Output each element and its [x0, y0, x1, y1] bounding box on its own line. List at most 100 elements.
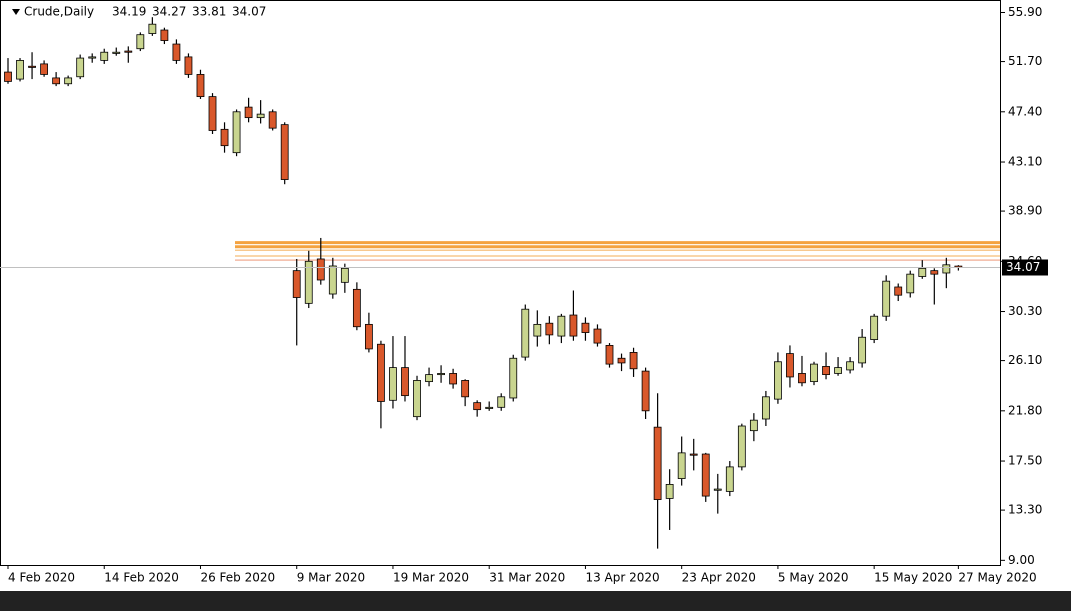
- candle-body: [160, 29, 169, 41]
- candle-body: [172, 43, 181, 61]
- candle-body: [497, 396, 506, 408]
- candle-body: [737, 425, 746, 468]
- candle-body: [894, 286, 903, 296]
- candle-body: [40, 63, 48, 75]
- candle-body: [882, 280, 891, 317]
- y-tick-label: 17.50: [1008, 454, 1042, 468]
- candle-body: [52, 77, 61, 85]
- candle-body: [774, 361, 782, 400]
- candle-body: [16, 60, 24, 80]
- candle-body: [473, 402, 482, 411]
- x-tick-label: 14 Feb 2020: [104, 571, 179, 585]
- candle-body: [725, 466, 734, 492]
- candle-body: [677, 452, 686, 479]
- y-tick-label: 51.70: [1008, 54, 1042, 68]
- candle-body: [401, 367, 409, 397]
- candle-body: [292, 270, 301, 298]
- candle-body: [701, 453, 710, 497]
- x-tick-label: 27 May 2020: [958, 571, 1036, 585]
- candle-body: [244, 106, 253, 119]
- candle-body: [449, 373, 458, 385]
- y-tick-label: 47.40: [1008, 104, 1042, 118]
- candle-body: [509, 357, 518, 399]
- candle-body: [124, 50, 133, 53]
- candle-body: [148, 23, 157, 34]
- candle-body: [220, 128, 229, 147]
- candle-body: [653, 426, 662, 500]
- candle-body: [76, 57, 85, 78]
- header-close: 34.07: [232, 5, 266, 19]
- candle-body: [569, 314, 578, 337]
- candle-body: [208, 96, 217, 131]
- x-tick-label: 26 Feb 2020: [200, 571, 275, 585]
- candle-body: [437, 373, 445, 376]
- header-high: 34.27: [152, 5, 186, 19]
- candle-body: [930, 270, 939, 275]
- y-tick-label: 26.10: [1008, 353, 1042, 367]
- y-tick-label: 38.90: [1008, 204, 1042, 218]
- candle-body: [906, 273, 915, 294]
- candle-body: [28, 65, 36, 68]
- plot-area: [0, 17, 1000, 549]
- candle-body: [377, 343, 385, 402]
- y-tick-label: 9.00: [1008, 553, 1035, 567]
- header-open: 34.19: [112, 5, 146, 19]
- candle-body: [533, 323, 542, 337]
- candle-body: [942, 264, 951, 274]
- candle-body: [870, 315, 879, 340]
- candle-body: [545, 322, 554, 336]
- candle-body: [268, 111, 277, 129]
- candle-body: [918, 267, 927, 277]
- candle-body: [593, 328, 602, 344]
- candle-body: [100, 51, 109, 61]
- candle-body: [786, 353, 794, 378]
- candle-body: [605, 345, 614, 365]
- x-tick-label: 15 May 2020: [874, 571, 952, 585]
- candle-body: [581, 322, 590, 333]
- bottom-bar: [0, 591, 1071, 611]
- candle-body: [340, 267, 349, 283]
- candle-body: [88, 56, 97, 59]
- candle-body: [617, 357, 626, 364]
- candle-body: [713, 488, 722, 491]
- price-label: 34.07: [1006, 260, 1040, 274]
- y-tick-label: 43.10: [1008, 155, 1042, 169]
- chart-title: Crude,Daily: [24, 5, 94, 19]
- candle-body: [64, 77, 73, 85]
- candle-body: [641, 370, 650, 412]
- candle-body: [280, 124, 289, 180]
- candle-body: [196, 74, 205, 98]
- candle-body: [485, 406, 494, 409]
- candle-body: [389, 367, 397, 401]
- candle-body: [629, 352, 638, 370]
- candle-body: [256, 113, 265, 119]
- x-tick-label: 23 Apr 2020: [682, 571, 756, 585]
- plot-frame: [0, 0, 1001, 566]
- candle-body: [665, 484, 674, 499]
- x-tick-label: 5 May 2020: [778, 571, 849, 585]
- x-tick-label: 31 Mar 2020: [489, 571, 565, 585]
- candle-body: [834, 367, 842, 374]
- candle-body: [798, 373, 806, 384]
- candle-body: [136, 34, 145, 50]
- y-tick-label: 13.30: [1008, 503, 1042, 517]
- candle-body: [316, 258, 325, 281]
- menu-arrow: [12, 9, 20, 15]
- y-tick-label: 30.30: [1008, 304, 1042, 318]
- candle-body: [112, 51, 121, 54]
- candle-body: [413, 380, 421, 418]
- candle-body: [461, 380, 470, 398]
- candle-body: [364, 323, 373, 350]
- header-low: 33.81: [192, 5, 226, 19]
- candle-body: [352, 288, 361, 328]
- x-tick-label: 13 Apr 2020: [585, 571, 659, 585]
- candle-body: [689, 453, 698, 456]
- candle-body: [4, 71, 12, 82]
- candle-body: [858, 336, 867, 364]
- candle-body: [749, 419, 758, 432]
- candle-body: [810, 363, 818, 383]
- candle-body: [328, 265, 337, 295]
- candle-body: [822, 366, 830, 376]
